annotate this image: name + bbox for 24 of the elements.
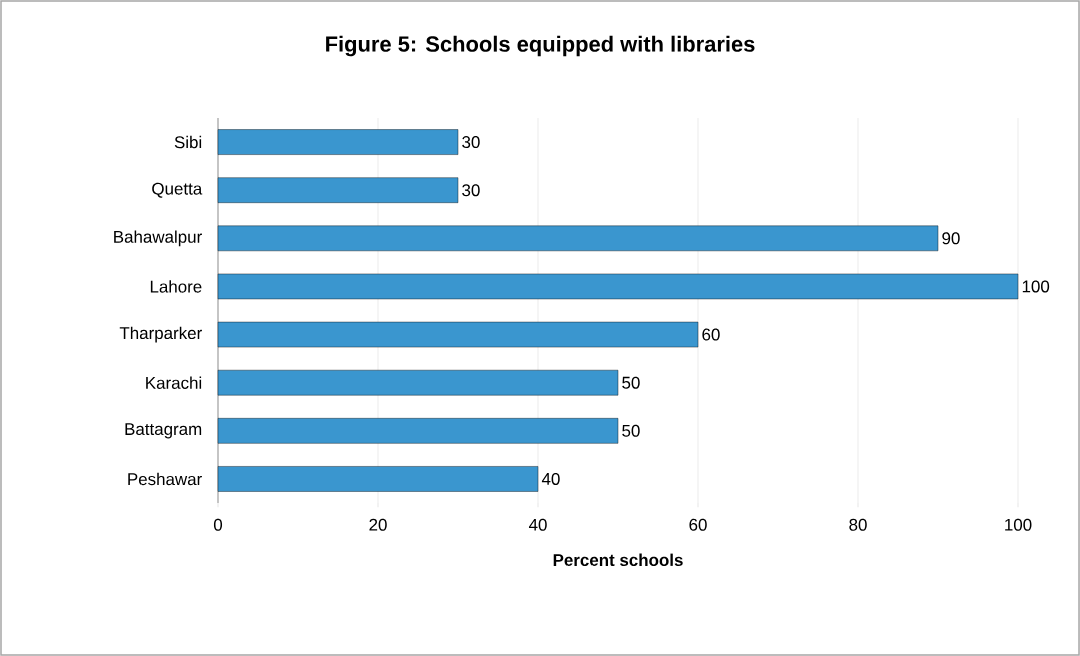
y-tick-label: Peshawar [128, 472, 202, 486]
data-label: 50 [622, 424, 640, 437]
y-tick-label: Quetta [152, 182, 203, 198]
y-tick-label: Tharparker [119, 326, 202, 343]
data-label: 90 [942, 232, 960, 245]
x-tick-label: 40 [528, 518, 547, 531]
y-tick-label: Lahore [150, 280, 202, 293]
chart-title: Figure 5: Schools equipped with libraries [326, 35, 755, 57]
x-tick-label: 100 [1005, 518, 1032, 531]
x-tick-label: 0 [213, 518, 223, 531]
y-tick-label: Sibi [174, 135, 202, 149]
x-tick-label: 60 [689, 518, 707, 531]
x-tick-label: 80 [849, 518, 867, 531]
data-label: 50 [622, 376, 640, 389]
y-tick-label: Bahawalpur [114, 230, 202, 247]
data-label: 60 [702, 328, 720, 341]
data-label: 40 [541, 472, 560, 485]
data-label: 30 [462, 184, 480, 197]
data-label: 30 [462, 136, 480, 149]
data-label: 100 [1022, 280, 1050, 293]
x-tick-label: 20 [369, 518, 387, 531]
y-tick-label: Battagram [125, 423, 202, 439]
y-tick-label: Karachi [146, 376, 202, 389]
x-axis-title: Percent schools [553, 553, 683, 567]
